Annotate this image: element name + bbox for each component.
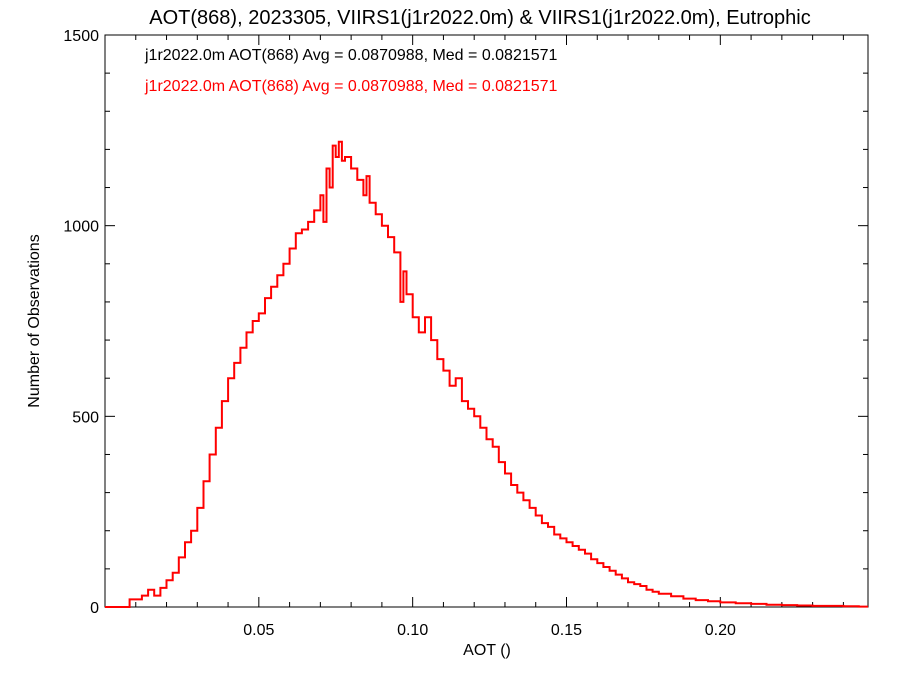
plot-frame (104, 34, 869, 608)
y-axis-label: Number of Observations (26, 234, 43, 407)
y-tick-label: 0 (90, 600, 99, 617)
series-group (105, 140, 868, 608)
x-tick-label: 0.20 (705, 622, 736, 639)
x-axis-label: AOT () (463, 642, 511, 659)
y-tick-label: 1500 (63, 28, 99, 45)
x-tick-label: 0.15 (551, 622, 582, 639)
histogram-series-line (105, 140, 868, 608)
chart-title: AOT(868), 2023305, VIIRS1(j1r2022.0m) & … (149, 7, 810, 29)
y-tick-label: 1000 (63, 219, 99, 236)
annotation-red: j1r2022.0m AOT(868) Avg = 0.0870988, Med… (144, 78, 558, 95)
x-tick-label: 0.05 (243, 622, 274, 639)
annotation-black: j1r2022.0m AOT(868) Avg = 0.0870988, Med… (144, 47, 558, 64)
axis-ticks: 0.05 0.10 0.15 0.20 0 500 1000 1500 (63, 28, 868, 639)
y-tick-label: 500 (72, 409, 99, 426)
x-tick-label: 0.10 (397, 622, 428, 639)
